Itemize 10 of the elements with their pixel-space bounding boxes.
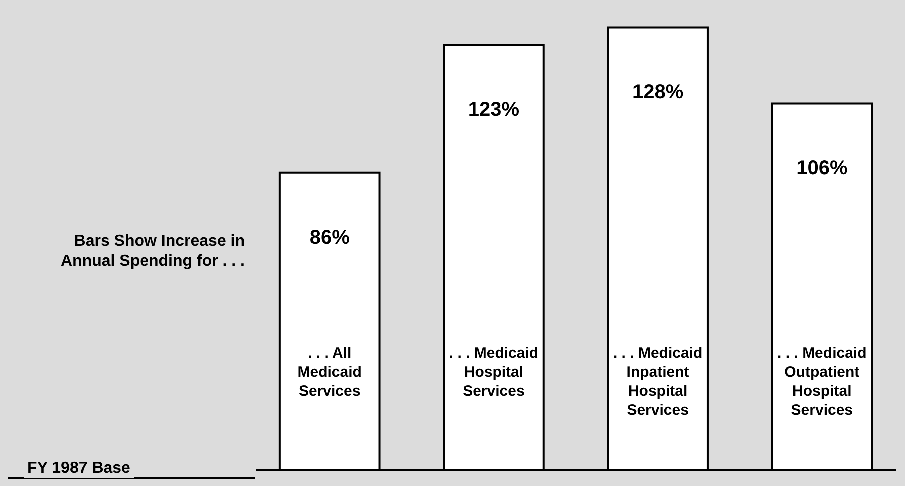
x-tick-label: . . . Medicaid Hospital Services <box>449 345 539 400</box>
x-tick-label: . . . Medicaid Outpatient Hospital Services <box>778 345 867 420</box>
data-label: 86% <box>310 226 350 249</box>
x-tick-label: . . . Medicaid Inpatient Hospital Services <box>613 345 703 420</box>
data-label: 128% <box>632 82 684 104</box>
data-label: 106% <box>796 158 848 180</box>
ref-line-label: FY 1987 Base <box>24 460 134 478</box>
x-tick-label: . . . All Medicaid Services <box>298 345 362 400</box>
data-label: 123% <box>468 98 520 121</box>
text: Bars Show Increase in Annual Spending for . . . <box>60 232 245 272</box>
